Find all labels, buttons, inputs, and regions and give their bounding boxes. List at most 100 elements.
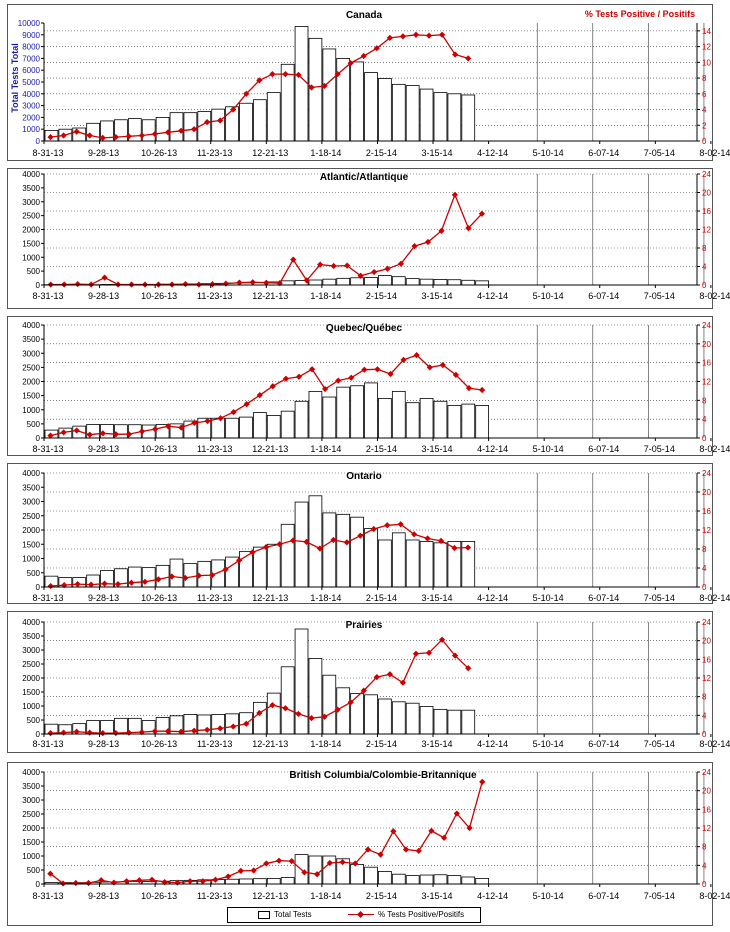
- data-point: [437, 537, 445, 544]
- bar: [183, 112, 198, 142]
- bar: [336, 386, 351, 439]
- data-point: [73, 128, 80, 135]
- bar: [169, 558, 184, 588]
- bar: [419, 278, 434, 286]
- bar: [419, 398, 434, 439]
- y-tick-label: 500: [27, 569, 41, 578]
- x-tick-label: 9-28-13: [88, 291, 119, 301]
- data-point: [204, 417, 211, 425]
- y2-tick-label: 0: [702, 137, 707, 146]
- bar: [266, 414, 281, 439]
- y2-tick-label: 4: [702, 711, 707, 720]
- x-tick-label: 5-10-14: [533, 593, 564, 603]
- bar: [308, 279, 323, 286]
- y2-tick-label: 10: [702, 58, 711, 67]
- bar: [72, 425, 87, 439]
- x-tick-label: 4-12-14: [477, 593, 508, 603]
- bar: [266, 692, 281, 735]
- bar: [253, 701, 267, 735]
- x-tick-label: 12-21-13: [252, 593, 288, 603]
- bar: [350, 61, 364, 142]
- x-tick-label: 4-12-14: [477, 739, 508, 749]
- bar: [364, 72, 378, 142]
- bar: [433, 874, 448, 885]
- chart-title: Canada: [346, 10, 383, 21]
- bar: [419, 706, 434, 735]
- data-point: [243, 90, 250, 97]
- data-point: [230, 106, 237, 113]
- y-tick-label: 0: [36, 281, 41, 290]
- data-point: [47, 870, 54, 877]
- data-point: [217, 117, 224, 124]
- bar: [253, 546, 267, 588]
- x-tick-label: 7-05-14: [644, 148, 675, 158]
- y2-tick-label: 8: [702, 396, 707, 405]
- y2-tick-label: 16: [702, 207, 711, 216]
- bar: [211, 714, 226, 735]
- y-tick-label: 0: [36, 730, 41, 739]
- x-tick-label: 1-18-14: [310, 444, 341, 454]
- y-tick-label: 2500: [22, 660, 40, 669]
- data-point: [222, 566, 229, 573]
- bar: [419, 88, 434, 142]
- y-tick-label: 4000: [22, 90, 40, 99]
- y-tick-label: 4000: [22, 469, 40, 478]
- data-point: [141, 578, 149, 585]
- y2-tick-label: 8: [702, 843, 707, 852]
- data-point: [371, 268, 378, 276]
- y2-tick-label: 0: [702, 281, 707, 290]
- bar: [294, 400, 309, 439]
- data-point: [452, 371, 460, 379]
- data-point: [399, 679, 407, 686]
- panel-frame: [7, 762, 713, 926]
- bar: [405, 539, 420, 588]
- data-point: [465, 665, 472, 672]
- y2-tick-label: 8: [702, 545, 707, 554]
- bar: [378, 78, 392, 142]
- bar: [378, 871, 392, 885]
- data-point: [352, 860, 359, 867]
- data-point: [316, 545, 324, 552]
- bar: [294, 628, 309, 735]
- bar: [475, 280, 489, 286]
- bar: [322, 278, 337, 286]
- data-point: [86, 431, 93, 438]
- x-tick-label: 6-07-14: [588, 444, 619, 454]
- data-point: [275, 857, 283, 864]
- bar: [364, 866, 378, 885]
- x-tick-label: 11-23-13: [197, 148, 232, 158]
- y2-tick-label: 8: [702, 74, 707, 83]
- data-point: [411, 243, 418, 250]
- x-tick-label: 10-26-13: [141, 593, 177, 603]
- bar: [378, 398, 392, 439]
- data-point: [334, 70, 341, 78]
- bar: [239, 416, 253, 439]
- y2-tick-label: 8: [702, 244, 707, 253]
- y2-tick-label: 2: [702, 121, 707, 130]
- y-tick-label: 0: [36, 583, 41, 592]
- bar: [155, 564, 170, 588]
- y-tick-label: 3500: [22, 632, 40, 641]
- x-tick-label: 12-21-13: [252, 739, 288, 749]
- x-tick-label: 2-15-14: [366, 444, 397, 454]
- bar: [225, 878, 239, 885]
- x-tick-label: 3-15-14: [422, 148, 453, 158]
- bar: [280, 523, 295, 588]
- x-tick-label: 10-26-13: [141, 291, 177, 301]
- y2-tick-label: 6: [702, 90, 707, 99]
- bar: [308, 658, 323, 735]
- bar: [253, 99, 267, 142]
- y-tick-label: 3500: [22, 483, 40, 492]
- y2-tick-label: 16: [702, 655, 711, 664]
- chart-title: British Columbia/Colombie-Britannique: [289, 770, 477, 781]
- chart-title: Quebec/Québec: [326, 323, 403, 334]
- x-tick-label: 9-28-13: [88, 444, 119, 454]
- y2-tick-label: 20: [702, 488, 711, 497]
- y2-tick-label: 0: [702, 583, 707, 592]
- x-tick-label: 4-12-14: [477, 891, 508, 901]
- data-point: [397, 521, 404, 528]
- bar: [266, 543, 281, 588]
- data-point: [152, 425, 159, 433]
- data-point: [295, 710, 302, 718]
- x-tick-label: 8-02-14: [699, 148, 730, 158]
